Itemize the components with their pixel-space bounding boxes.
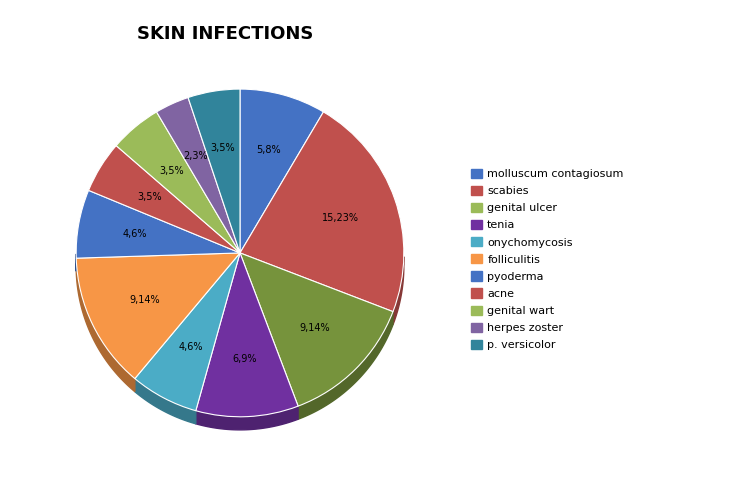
Wedge shape [240,112,404,311]
Text: 2,3%: 2,3% [184,151,208,161]
Polygon shape [298,311,393,419]
Wedge shape [88,146,240,253]
Polygon shape [393,256,404,325]
Wedge shape [76,253,240,379]
Wedge shape [240,253,393,406]
Wedge shape [157,97,240,253]
Wedge shape [240,89,323,253]
Polygon shape [76,258,135,392]
Text: 4,6%: 4,6% [178,342,203,352]
Text: 3,5%: 3,5% [137,192,162,202]
Polygon shape [196,406,298,430]
Text: 9,14%: 9,14% [300,323,331,333]
Text: SKIN INFECTIONS: SKIN INFECTIONS [136,25,314,43]
Text: 9,14%: 9,14% [129,294,160,304]
Wedge shape [116,112,240,253]
Wedge shape [135,253,240,411]
Polygon shape [135,379,196,424]
Wedge shape [188,89,240,253]
Text: 5,8%: 5,8% [256,145,280,155]
Text: 15,23%: 15,23% [322,213,359,223]
Text: 3,5%: 3,5% [160,166,184,176]
Text: 6,9%: 6,9% [232,354,257,364]
Text: 3,5%: 3,5% [211,143,236,153]
Text: 4,6%: 4,6% [123,229,148,239]
Wedge shape [196,253,298,417]
Wedge shape [76,191,240,258]
Legend: molluscum contagiosum, scabies, genital ulcer, tenia, onychomycosis, folliculiti: molluscum contagiosum, scabies, genital … [470,169,623,350]
